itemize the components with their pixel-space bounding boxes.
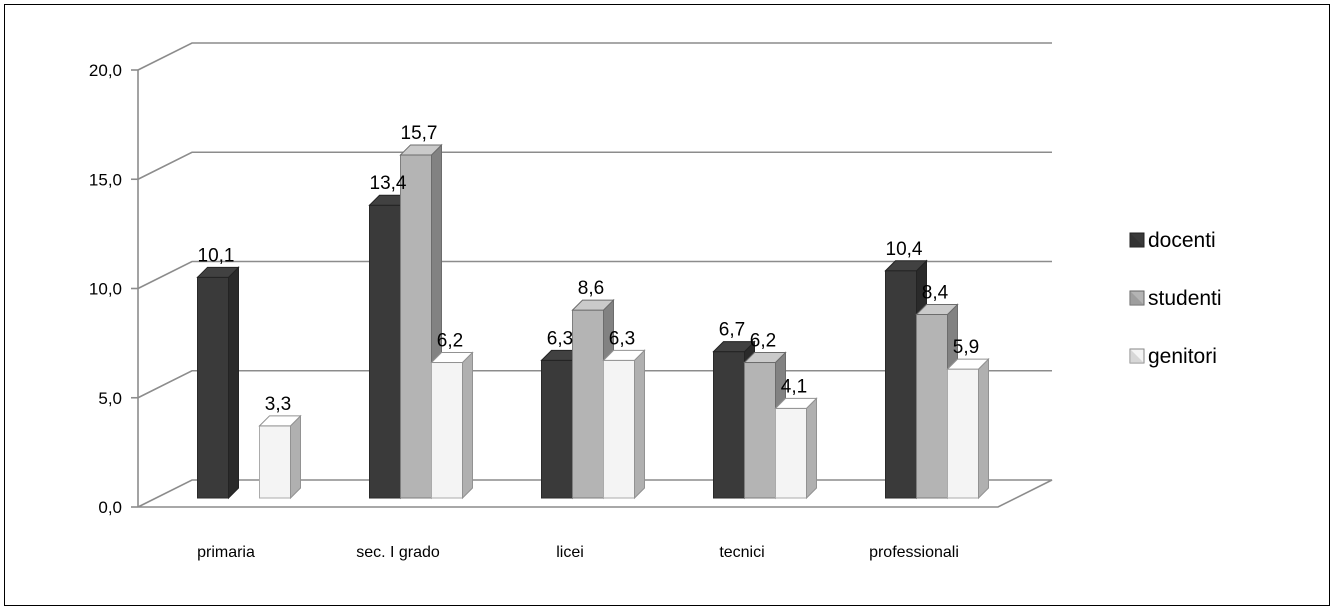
bar-top xyxy=(712,341,756,353)
y-tick-label: 0,0 xyxy=(98,498,122,517)
bar-top xyxy=(602,349,646,361)
data-label-genitori-0: 3,3 xyxy=(265,394,291,415)
legend-item-genitori: genitori xyxy=(1129,345,1217,368)
data-label-genitori-2: 6,3 xyxy=(609,328,635,349)
bar-docenti-0 xyxy=(196,266,240,500)
bar-face xyxy=(713,351,745,499)
bar-genitori-0 xyxy=(258,414,302,500)
bar-genitori-2 xyxy=(602,349,646,500)
bar-side xyxy=(978,357,989,500)
legend-swatch-shade xyxy=(1130,349,1144,363)
data-label-docenti-0: 10,1 xyxy=(198,245,235,266)
bar-genitori-1 xyxy=(430,351,474,500)
y-tick-label: 10,0 xyxy=(89,280,122,299)
bar-top xyxy=(915,303,959,315)
bar-genitori-4 xyxy=(946,357,990,500)
data-label-docenti-1: 13,4 xyxy=(370,173,407,194)
y-tick-label: 15,0 xyxy=(89,170,122,189)
data-label-studenti-3: 6,2 xyxy=(750,331,776,352)
legend-item-docenti: docenti xyxy=(1129,229,1216,252)
bar-face xyxy=(775,407,807,499)
x-category-label: sec. I grado xyxy=(356,544,440,561)
bar-face xyxy=(259,425,291,499)
y-tick-label: 20,0 xyxy=(89,61,122,80)
bar-top xyxy=(884,260,928,272)
x-category-label: primaria xyxy=(197,544,255,561)
chart-frame: 0,0 5,0 10,0 15,0 20,0 10,1 3,3 primaria 13,4 15,… xyxy=(4,4,1330,606)
bar-top xyxy=(946,358,990,370)
bar-face xyxy=(369,204,401,499)
legend-label: studenti xyxy=(1148,287,1222,310)
x-category-label: professionali xyxy=(869,544,959,561)
bar-face xyxy=(603,359,635,499)
bar-face xyxy=(541,359,573,499)
bar-side xyxy=(290,414,301,500)
data-label-studenti-1: 15,7 xyxy=(401,123,438,144)
bar-side xyxy=(806,397,817,500)
data-label-genitori-1: 6,2 xyxy=(437,331,463,352)
data-label-genitori-4: 5,9 xyxy=(953,337,979,358)
legend-label: genitori xyxy=(1148,345,1217,368)
y-tick-label: 5,0 xyxy=(98,389,122,408)
gridline xyxy=(137,260,1052,290)
bar-face xyxy=(197,276,229,499)
bars-layer xyxy=(196,143,990,500)
legend-label: docenti xyxy=(1148,229,1216,252)
bar-face xyxy=(885,270,917,499)
data-label-docenti-3: 6,7 xyxy=(719,320,745,341)
bar-top xyxy=(399,144,443,156)
bar-face xyxy=(400,154,432,499)
data-label-studenti-2: 8,6 xyxy=(578,278,604,299)
bar-top xyxy=(258,415,302,427)
data-label-studenti-4: 8,4 xyxy=(922,282,949,303)
data-label-docenti-4: 10,4 xyxy=(886,239,923,260)
bar-top xyxy=(196,266,240,278)
bar-chart: 0,0 5,0 10,0 15,0 20,0 10,1 3,3 primaria 13,4 15,… xyxy=(89,42,1222,561)
x-category-label: tecnici xyxy=(719,544,764,561)
bar-face xyxy=(431,362,463,499)
legend-swatch-shade xyxy=(1130,233,1144,247)
bar-top xyxy=(743,352,787,364)
x-category-label: licei xyxy=(556,544,584,561)
bar-face xyxy=(916,313,948,499)
legend-swatch-shade xyxy=(1130,291,1144,305)
bar-face xyxy=(947,368,979,499)
gridline xyxy=(137,151,1052,180)
bar-side xyxy=(462,351,473,500)
legend: docenti studenti genitori xyxy=(1129,229,1222,368)
data-label-docenti-2: 6,3 xyxy=(547,328,573,349)
gridline xyxy=(137,42,1052,71)
legend-item-studenti: studenti xyxy=(1129,287,1222,310)
bar-top xyxy=(430,352,474,364)
bar-genitori-3 xyxy=(774,397,818,500)
bar-top xyxy=(774,397,818,409)
bar-side xyxy=(228,266,239,500)
data-label-genitori-3: 4,1 xyxy=(781,376,807,397)
bar-face xyxy=(744,362,776,499)
labels-layer: 0,0 5,0 10,0 15,0 20,0 10,1 3,3 primaria 13,4 15,… xyxy=(89,61,979,561)
bar-side xyxy=(634,349,645,500)
bar-top xyxy=(571,299,615,311)
bar-face xyxy=(572,309,604,499)
